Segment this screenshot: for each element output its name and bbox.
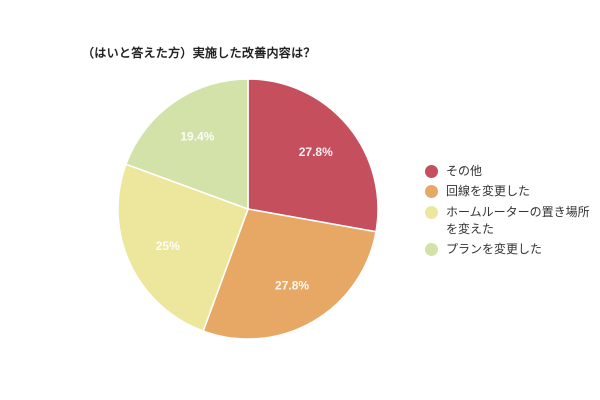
pie-slice xyxy=(247,78,379,233)
slice-label: 27.8% xyxy=(299,145,333,159)
chart-title: （はいと答えた方）実施した改善内容は？ xyxy=(82,46,316,60)
legend-item-moved-router: ホームルーターの置き場所 を変えた xyxy=(425,204,590,238)
legend-label-line1: ホームルーターの置き場所 xyxy=(446,205,590,219)
legend-label: プランを変更した xyxy=(446,242,543,256)
legend-item-other: その他 xyxy=(425,163,482,180)
legend-label: その他 xyxy=(446,164,483,178)
legend-item-changed-plan: プランを変更した xyxy=(425,241,542,258)
legend-swatch-icon xyxy=(425,206,438,219)
legend-item-changed-line: 回線を変更した xyxy=(425,183,530,200)
legend-label: ホームルーターの置き場所 を変えた xyxy=(446,204,590,238)
pie-slice xyxy=(125,78,249,211)
slice-label: 25% xyxy=(156,239,180,253)
slice-label: 19.4% xyxy=(180,130,214,144)
slice-label: 27.8% xyxy=(275,279,309,293)
legend-swatch-icon xyxy=(425,243,438,256)
legend-label-line2: を変えた xyxy=(446,222,495,236)
pie-slice xyxy=(117,163,249,332)
legend-swatch-icon xyxy=(425,165,438,178)
legend-swatch-icon xyxy=(425,185,438,198)
pie-slice xyxy=(202,208,377,340)
legend-label: 回線を変更した xyxy=(446,184,531,198)
